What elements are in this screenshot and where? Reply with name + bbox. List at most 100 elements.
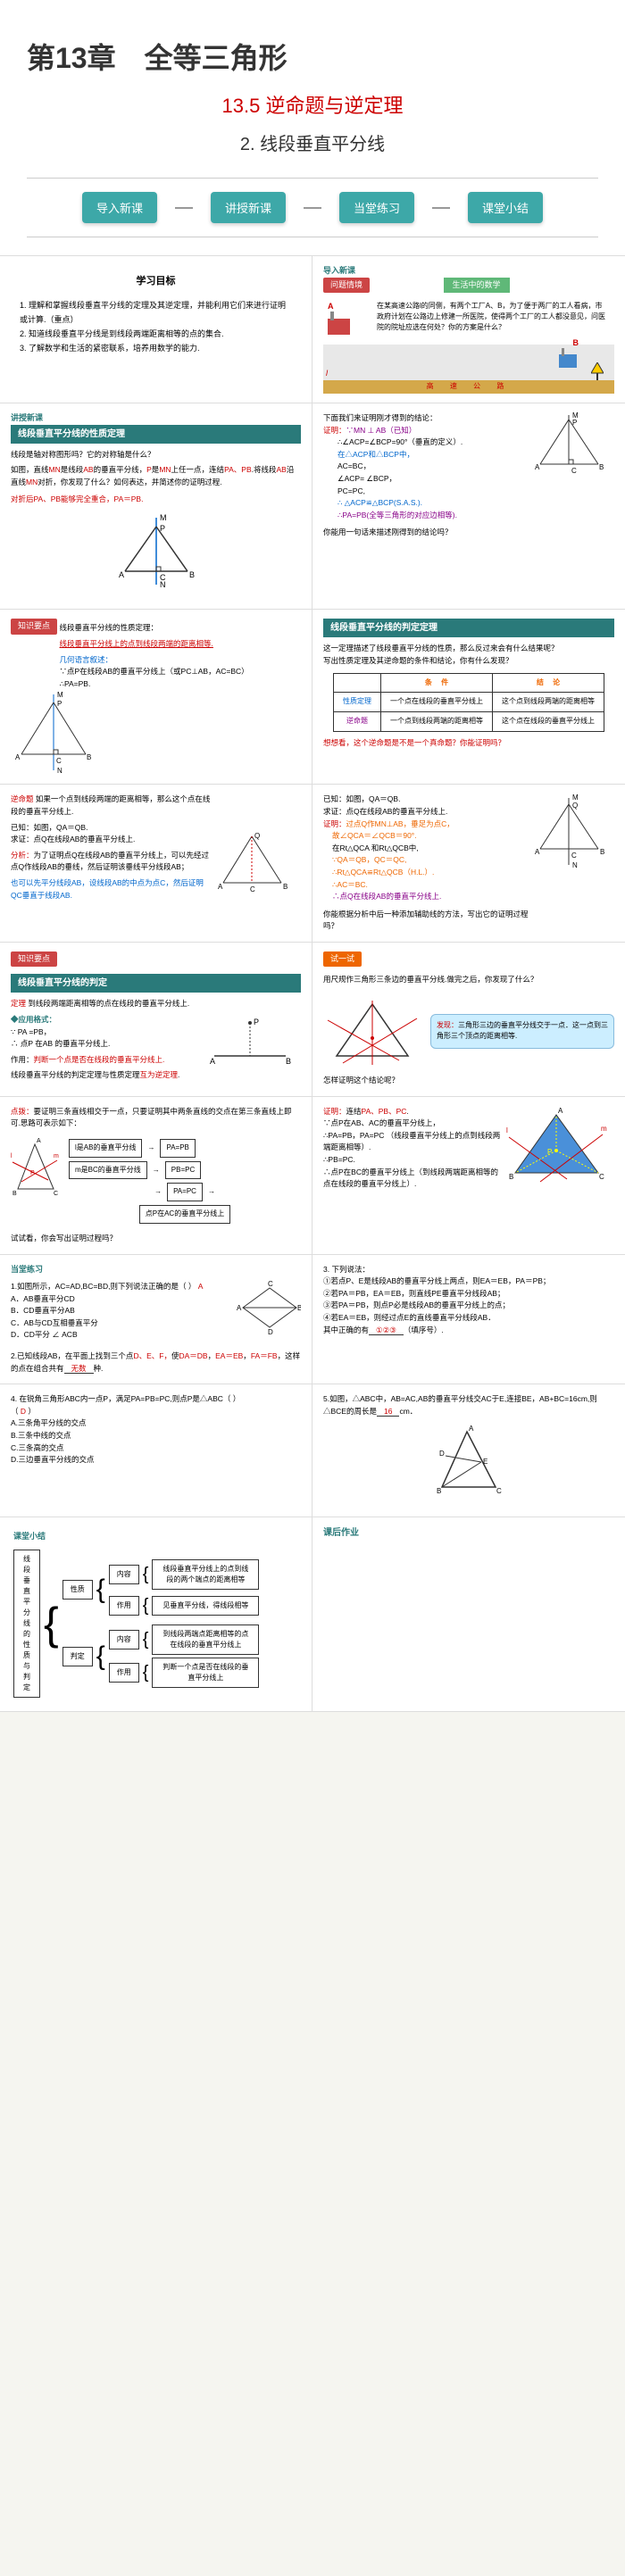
svg-text:D: D [439, 1450, 445, 1458]
homework-slide: 课后作业 [312, 1517, 625, 1712]
svg-text:P: P [57, 700, 62, 708]
svg-text:Q: Q [572, 802, 578, 810]
svg-text:P: P [254, 1018, 259, 1026]
geom-label: 几何语言叙述： [60, 654, 256, 667]
life-math-label: 生活中的数学 [444, 278, 510, 294]
svg-text:C: C [599, 1173, 604, 1181]
property-header: 线段垂直平分线的性质定理 [11, 425, 301, 444]
svg-text:M: M [57, 691, 63, 699]
scenario-text: 在某高速公路l的同侧，有两个工厂A、B，为了便于两厂的工人看病，市政府计划在公路… [323, 296, 614, 337]
rhombus-diagram: A C B D [234, 1281, 301, 1334]
chapter-title: 第13章 全等三角形 [27, 36, 598, 77]
obj-item: 2. 知道线段垂直平分线是到线段两端距离相等的点的集合. [20, 327, 292, 341]
key-title: 线段垂直平分线的性质定理： [60, 622, 256, 635]
svg-text:B: B [297, 1304, 301, 1312]
svg-text:C: C [268, 1281, 273, 1288]
svg-text:B: B [286, 1057, 291, 1066]
svg-text:P: P [572, 419, 577, 427]
practice-q4: 4. 在锐角三角形ABC内一点P，满足PA=PB=PC,则点P是△ABC（ ） … [0, 1384, 312, 1517]
svg-text:m: m [601, 1125, 607, 1133]
svg-text:B: B [87, 753, 91, 761]
svg-text:E: E [483, 1458, 488, 1466]
svg-text:P: P [30, 1170, 35, 1176]
triangle-diagram: MP A C B N [11, 690, 96, 775]
question: 你能用一句话来描述刚得到的结论吗？ [323, 527, 529, 539]
section-title: 13.5 逆命题与逆定理 [27, 90, 598, 119]
svg-text:C: C [54, 1191, 58, 1197]
svg-text:M: M [572, 794, 579, 802]
road-scene: B l 高 速 公 路 [323, 345, 614, 394]
svg-text:l: l [11, 1153, 12, 1159]
obj-item: 1. 理解和掌握线段垂直平分线的定理及其逆定理，并能利用它们来进行证明或计算.（… [20, 298, 292, 327]
proof1-slide: 下面我们来证明刚才得到的结论： 证明：∵MN ⊥ AB（已知） ∴∠ACP=∠B… [312, 403, 625, 609]
svg-text:B: B [599, 463, 604, 471]
perpbisector-diagram [323, 993, 421, 1069]
svg-text:A: A [15, 753, 21, 761]
keypoint2-slide: 知识要点 线段垂直平分线的判定 定理 到线段两端距离相等的点在线段的垂直平分线上… [0, 943, 312, 1096]
try-slide: 试一试 用尺规作三角形三条边的垂直平分线.做完之后，你发现了什么？ 发现：三角形… [312, 943, 625, 1096]
road-label: 高 速 公 路 [427, 381, 512, 392]
obj-item: 3. 了解数学和生活的紧密联系，培养用数学的能力. [20, 341, 292, 355]
svg-text:B: B [437, 1487, 441, 1495]
svg-text:C: C [496, 1487, 502, 1495]
sign-icon [591, 362, 604, 380]
svg-text:A: A [535, 848, 540, 856]
svg-text:A: A [469, 1425, 474, 1433]
svg-text:A: A [558, 1107, 563, 1115]
homework-title: 课后作业 [323, 1526, 614, 1540]
triangle-diagram: MP ACB [531, 412, 607, 484]
svg-text:m: m [54, 1153, 59, 1159]
objectives-title: 学习目标 [11, 274, 301, 289]
title-slide: 第13章 全等三角形 13.5 逆命题与逆定理 2. 线段垂直平分线 导入新课 … [0, 0, 625, 256]
svg-text:A: A [535, 463, 540, 471]
practice-badge: 当堂练习 [11, 1265, 43, 1274]
triangle-ade-diagram: A D E B C [424, 1425, 513, 1496]
nav-tab-intro[interactable]: 导入新课 [82, 192, 157, 223]
svg-text:B: B [283, 883, 288, 891]
nav-tab-teach[interactable]: 讲授新课 [211, 192, 286, 223]
factory-b-icon [556, 347, 583, 370]
triangle-lm-diagram: l m ABC P [11, 1135, 60, 1202]
svg-text:B: B [12, 1191, 17, 1197]
line-diagram: P A B [205, 1016, 295, 1069]
connector [432, 207, 450, 209]
svg-text:B: B [600, 848, 604, 856]
practice-q1-q2: 当堂练习 1.如图所示，AC=AD,BC=BD,则下列说法正确的是（ ） A A… [0, 1255, 312, 1384]
filled-triangle-diagram: ABC P lm [504, 1106, 607, 1186]
factory-a-icon [323, 310, 359, 337]
judgment-header: 线段垂直平分线的判定定理 [323, 619, 614, 637]
svg-text:A: A [237, 1304, 242, 1312]
teach-badge: 讲授新课 [11, 413, 43, 422]
svg-text:B: B [189, 570, 195, 579]
svg-text:N: N [572, 861, 578, 869]
triangle-diagram: MQ A C B N [531, 794, 607, 869]
fold-result: 对折后PA、PB能够完全重合，PA＝PB. [11, 494, 301, 506]
nav-tabs: 导入新课 讲授新课 当堂练习 课堂小结 [27, 178, 598, 237]
connector [175, 207, 193, 209]
nav-tab-summary[interactable]: 课堂小结 [468, 192, 543, 223]
nav-tab-practice[interactable]: 当堂练习 [339, 192, 414, 223]
svg-text:D: D [268, 1328, 273, 1334]
proof-intro: 下面我们来证明刚才得到的结论： [323, 412, 529, 425]
svg-text:C: C [571, 852, 577, 860]
proof3-slide: 证明：连结PA、PB、PC. ∵点P在AB、AC的垂直平分线上， ∴PA=PB，… [312, 1097, 625, 1254]
svg-text:B: B [509, 1173, 513, 1181]
key-badge: 知识要点 [11, 619, 57, 635]
line-l-label: l [326, 368, 328, 380]
triangle-diagram: Q ACB [214, 829, 295, 896]
svg-text:C: C [56, 757, 62, 765]
theorem: 线段垂直平分线上的点到线段两端的距离相等. [60, 638, 256, 651]
svg-text:P: P [547, 1148, 552, 1156]
practice-q3: 3. 下列说法： ①若点P、E是线段AB的垂直平分线上两点，则EA＝EB，PA＝… [312, 1255, 625, 1384]
subsection-title: 2. 线段垂直平分线 [27, 129, 598, 155]
summary-slide: 课堂小结 线段垂直平分线的性质与判定 { 性质 { 内容 { 线段垂直平分线上的… [0, 1517, 312, 1712]
svg-text:P: P [160, 524, 165, 533]
think-question: 想想看，这个逆命题是不是一个真命题？你能证明吗？ [323, 737, 614, 750]
flow-slide: 点拨：要证明三条直线相交于一点，只要证明其中两条直线的交点在第三条直线上即可.思… [0, 1097, 312, 1254]
property-table: 条 件结 论 性质定理一个点在线段的垂直平分线上这个点到线段两端的距离相等 逆命… [333, 673, 604, 732]
practice-q5: 5.如图，△ABC中，AB=AC,AB的垂直平分线交AC于E,连接BE，AB+B… [312, 1384, 625, 1517]
summary-badge: 课堂小结 [13, 1532, 46, 1541]
svg-text:A: A [210, 1057, 215, 1066]
svg-text:N: N [57, 767, 62, 775]
svg-text:A: A [119, 570, 124, 579]
